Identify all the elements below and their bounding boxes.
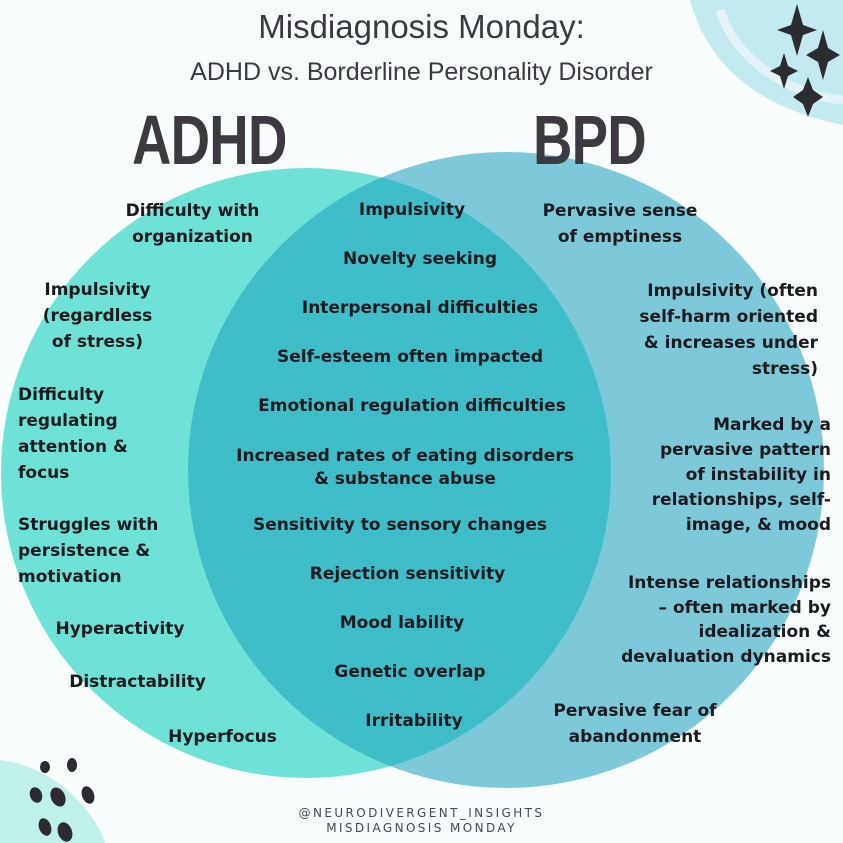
adhd-item-organization: Difficulty with organization	[125, 201, 260, 247]
overlap-item-genetic: Genetic overlap	[334, 662, 486, 682]
adhd-item-attention: Difficulty regulating attention & focus	[18, 385, 128, 483]
overlap-item-mood-lability: Mood lability	[339, 613, 465, 633]
sparkle-icon	[770, 4, 840, 117]
overlap-region	[188, 168, 611, 778]
corner-brush-top-right	[715, 8, 843, 105]
overlap-item-irritability: Irritability	[365, 711, 463, 731]
bpd-item-emptiness: Pervasive sense of emptiness	[542, 201, 698, 247]
overlap-item-emotional-regulation: Emotional regulation difficulties	[258, 396, 566, 416]
overlap-item-interpersonal: Interpersonal difficulties	[301, 298, 539, 318]
adhd-item-hyperactivity: Hyperactivity	[55, 619, 185, 639]
overlap-item-self-esteem: Self-esteem often impacted	[276, 347, 544, 367]
adhd-item-impulsivity: Impulsivity (regardless of stress)	[42, 280, 153, 352]
overlap-item-sensory: Sensitivity to sensory changes	[252, 515, 548, 535]
bpd-heading: BPD	[533, 101, 647, 179]
adhd-heading: ADHD	[132, 101, 287, 179]
overlap-item-novelty: Novelty seeking	[342, 249, 498, 269]
page-title: Misdiagnosis Monday:	[258, 8, 585, 45]
overlap-item-rejection: Rejection sensitivity	[309, 564, 506, 584]
overlap-item-eating-substance: Increased rates of eating disorders & sub…	[236, 446, 574, 489]
overlap-item-impulsivity: Impulsivity	[358, 200, 466, 220]
bpd-item-abandonment: Pervasive fear of abandonment	[553, 701, 717, 747]
bpd-item-relationships: Intense relationships – often marked by id…	[621, 573, 831, 667]
adhd-item-distractability: Distractability	[69, 672, 206, 692]
footer-series: MISDIAGNOSIS MONDAY	[326, 821, 517, 835]
adhd-item-persistence: Struggles with persistence & motivation	[18, 515, 159, 587]
page-subtitle: ADHD vs. Borderline Personality Disorder	[190, 58, 653, 86]
adhd-item-hyperfocus: Hyperfocus	[168, 727, 277, 747]
footer-handle: @NEURODIVERGENT_INSIGHTS	[298, 806, 545, 820]
bpd-item-impulsivity: Impulsivity (often self-harm oriented & in…	[639, 281, 818, 379]
paw-dots-icon	[29, 758, 95, 842]
bpd-item-instability: Marked by a pervasive pattern of instabili…	[651, 415, 831, 535]
